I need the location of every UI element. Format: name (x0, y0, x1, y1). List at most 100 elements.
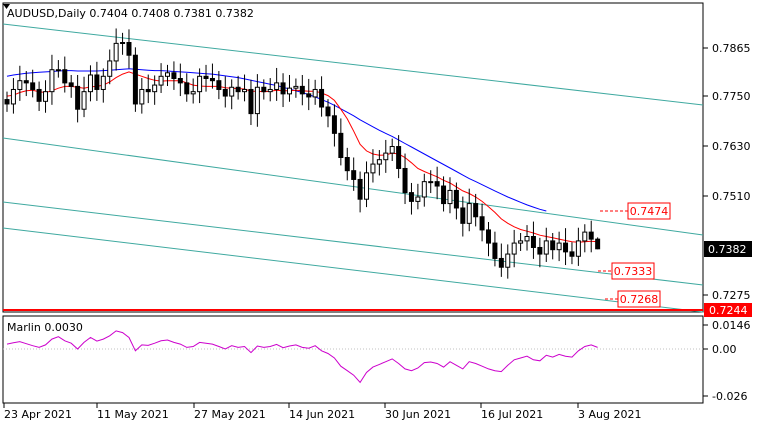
candle-body (203, 75, 209, 79)
candle-body (280, 82, 286, 95)
candle-body (498, 257, 504, 268)
candle-body (556, 242, 562, 251)
candle-body (43, 91, 49, 102)
candle-body (190, 91, 196, 95)
level-box-1 (611, 262, 655, 280)
level-tag-0.7244 (704, 303, 752, 317)
candle-body (293, 85, 299, 89)
candle-body (434, 181, 440, 187)
channel-line-upper (2, 23, 704, 106)
candle-body (389, 146, 395, 154)
candle-body (23, 80, 29, 84)
time-tick-0: 23 Apr 2021 (4, 408, 72, 421)
candle-body (479, 216, 485, 231)
candle-body (4, 99, 10, 105)
time-tick-2: 27 May 2021 (194, 408, 266, 421)
oscillator-name: Marlin 0.0030 (7, 321, 83, 334)
candle-body (357, 178, 363, 200)
current-price-tag (704, 241, 752, 257)
candle-body (222, 88, 228, 97)
candle-body (184, 82, 190, 95)
candle-body (537, 246, 543, 255)
candle-body (441, 185, 447, 205)
candle-body (447, 189, 453, 205)
oscillator-axis: 0.0146 0.00 -0.026 (703, 319, 751, 403)
candle-body (376, 159, 382, 165)
candle-body (370, 163, 376, 174)
candle-body (518, 240, 524, 244)
price-tick-3: 0.7510 (712, 190, 751, 203)
osc-tick-0: 0.0146 (712, 319, 751, 332)
candle-body (139, 88, 145, 105)
candle-body (274, 82, 280, 90)
level-box-0 (627, 202, 671, 220)
oscillator-line (6, 330, 598, 384)
candle-body (530, 236, 536, 248)
channel-line-middle (2, 137, 704, 236)
candle-body (428, 181, 434, 184)
level-label-3: 0.7244 (709, 304, 748, 317)
level-label-1: 0.7333 (614, 265, 653, 278)
candle-body (81, 91, 87, 110)
candle-body (94, 74, 100, 90)
candle-body (319, 88, 325, 108)
candle-body (492, 242, 498, 259)
candle-body (543, 240, 549, 255)
level-box-2 (617, 290, 661, 308)
time-tick-3: 14 Jun 2021 (289, 408, 355, 421)
candle-body (197, 75, 203, 93)
candle-body (216, 80, 222, 90)
oscillator-pane-frame (2, 315, 704, 404)
candle-body (254, 86, 260, 115)
candle-body (107, 60, 113, 77)
channel-line-lower (2, 201, 704, 286)
main-pane-frame (2, 2, 704, 313)
chart-menu-triangle-icon[interactable] (3, 4, 10, 9)
candle-body (582, 231, 588, 242)
candle-body (113, 42, 119, 62)
candle-body (486, 229, 491, 244)
time-tick-6: 3 Aug 2021 (578, 408, 641, 421)
price-tick-2: 0.7630 (712, 140, 751, 153)
candle-body (10, 88, 16, 105)
current-price-label: 0.7382 (708, 243, 747, 256)
level-label-0: 0.7474 (630, 205, 669, 218)
candle-body (229, 86, 235, 97)
candle-body (421, 181, 427, 198)
candle-body (460, 207, 466, 224)
candle-body (171, 72, 177, 79)
osc-tick-2: -0.026 (712, 390, 747, 403)
candle-body (331, 115, 337, 134)
osc-tick-1: 0.00 (712, 343, 737, 356)
candle-body (235, 86, 241, 93)
candle-body (126, 42, 132, 56)
channel-lines (2, 23, 704, 313)
candle-body (524, 236, 530, 242)
candle-body (511, 242, 517, 255)
candle-body (299, 85, 305, 95)
candle-body (415, 196, 421, 202)
candle-body (383, 152, 389, 161)
candle-body (267, 88, 273, 93)
candle-body (145, 88, 151, 93)
candle-body (158, 75, 164, 86)
candle-body (261, 86, 267, 93)
candle-body (550, 240, 556, 251)
candle-body (402, 167, 408, 194)
candle-body (575, 240, 581, 257)
candle-body (453, 189, 459, 209)
candle-body (344, 157, 350, 172)
candle-body (408, 192, 414, 202)
candle-body (30, 82, 36, 90)
chart-title: AUDUSD,Daily 0.7404 0.7408 0.7381 0.7382 (7, 7, 254, 20)
candle-body (68, 82, 74, 87)
price-tick-4: 0.7275 (712, 289, 751, 302)
time-tick-5: 16 Jul 2021 (481, 408, 543, 421)
level-label-2: 0.7268 (620, 293, 659, 306)
candle-body (36, 88, 42, 102)
time-tick-1: 11 May 2021 (97, 408, 169, 421)
candle-body (87, 74, 93, 93)
candle-body (306, 93, 312, 98)
candle-body (248, 88, 254, 115)
